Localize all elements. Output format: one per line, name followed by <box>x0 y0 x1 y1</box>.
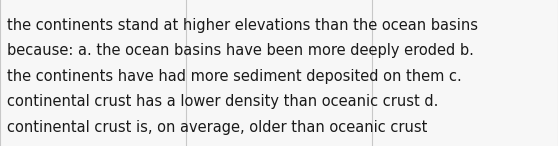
Text: the continents have had more sediment deposited on them c.: the continents have had more sediment de… <box>7 69 461 84</box>
Text: the continents stand at higher elevations than the ocean basins: the continents stand at higher elevation… <box>7 18 478 33</box>
Text: continental crust is, on average, older than oceanic crust: continental crust is, on average, older … <box>7 120 427 135</box>
Text: because: a. the ocean basins have been more deeply eroded b.: because: a. the ocean basins have been m… <box>7 43 474 58</box>
Text: continental crust has a lower density than oceanic crust d.: continental crust has a lower density th… <box>7 94 438 109</box>
